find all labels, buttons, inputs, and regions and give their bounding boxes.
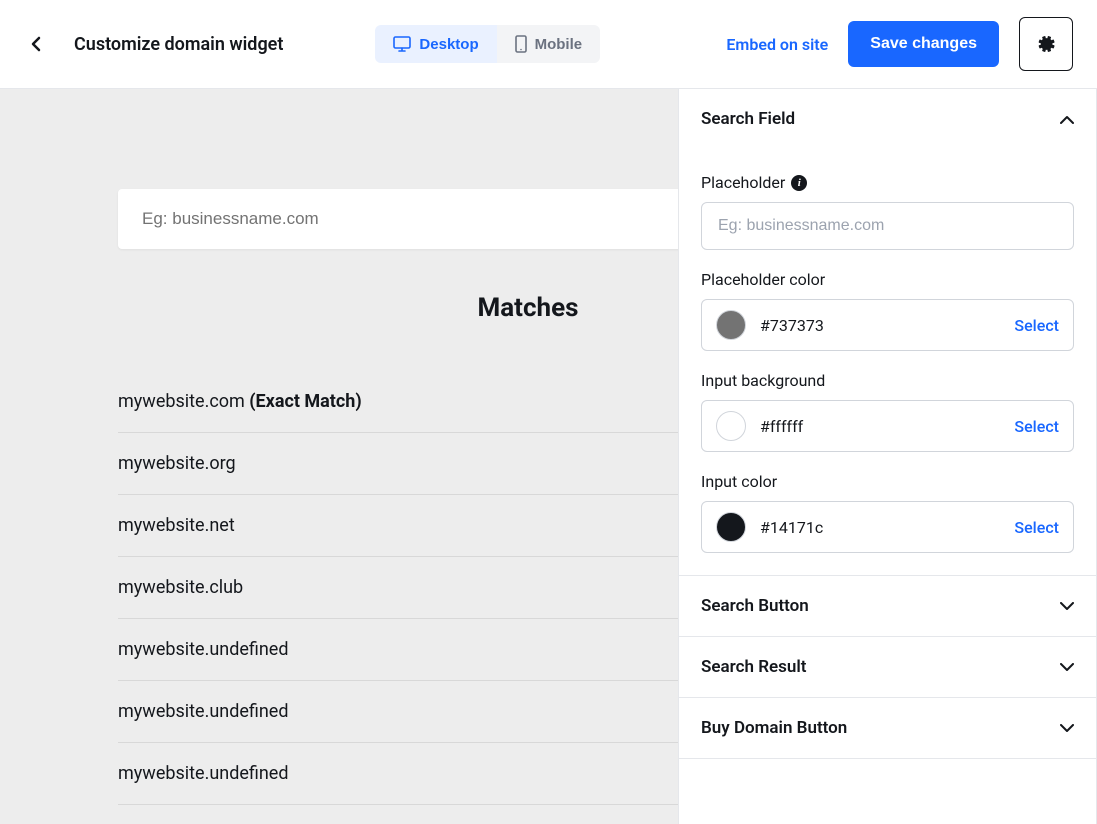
section-search-field-header[interactable]: Search Field <box>679 89 1096 149</box>
input-color-swatch <box>716 512 746 542</box>
chevron-down-icon <box>1060 602 1074 611</box>
embed-link[interactable]: Embed on site <box>726 35 828 54</box>
input-color-select[interactable]: Select <box>1014 518 1059 537</box>
result-row[interactable]: mywebsite.net <box>118 495 679 557</box>
section-buy-domain-header[interactable]: Buy Domain Button <box>679 698 1096 759</box>
preview-search-input[interactable] <box>142 209 679 229</box>
placeholder-input[interactable] <box>701 202 1074 250</box>
section-search-result-title: Search Result <box>701 657 807 677</box>
result-row[interactable]: mywebsite.org <box>118 433 679 495</box>
chevron-left-icon <box>31 36 41 52</box>
save-button[interactable]: Save changes <box>848 21 999 67</box>
placeholder-color-label: Placeholder color <box>701 270 1074 289</box>
info-icon[interactable]: i <box>791 175 807 191</box>
sidebar: Search Field Placeholder i Placeholder c… <box>679 89 1097 824</box>
chevron-up-icon <box>1060 115 1074 124</box>
device-mobile-button[interactable]: Mobile <box>497 25 601 63</box>
section-search-field-body: Placeholder i Placeholder color #737373 … <box>679 149 1096 575</box>
section-search-button-title: Search Button <box>701 596 809 616</box>
input-color-label: Input color <box>701 472 1074 491</box>
page-title: Customize domain widget <box>74 34 283 55</box>
preview-panel: Matches mywebsite.com (Exact Match)myweb… <box>0 89 679 824</box>
matches-heading: Matches <box>118 293 679 323</box>
result-domain: mywebsite.undefined <box>118 701 289 722</box>
section-search-button-header[interactable]: Search Button <box>679 575 1096 637</box>
device-desktop-label: Desktop <box>419 36 478 53</box>
result-domain: mywebsite.club <box>118 577 243 598</box>
result-domain: mywebsite.undefined <box>118 763 289 784</box>
result-row[interactable]: mywebsite.undefined <box>118 743 679 805</box>
placeholder-label: Placeholder i <box>701 173 1074 192</box>
result-domain: mywebsite.org <box>118 453 236 474</box>
input-bg-select[interactable]: Select <box>1014 417 1059 436</box>
placeholder-color-swatch <box>716 310 746 340</box>
settings-button[interactable] <box>1019 17 1073 71</box>
chevron-down-icon <box>1060 663 1074 672</box>
preview-search-box <box>118 189 679 249</box>
section-buy-domain-title: Buy Domain Button <box>701 718 847 738</box>
device-toggle: Desktop Mobile <box>375 25 600 63</box>
results-list: mywebsite.com (Exact Match) mywebsite.org… <box>118 371 679 805</box>
placeholder-color-value: #737373 <box>760 316 1000 335</box>
preview-inner: Matches mywebsite.com (Exact Match)myweb… <box>118 189 679 805</box>
header: Customize domain widget Desktop Mobile E… <box>0 0 1097 89</box>
device-desktop-button[interactable]: Desktop <box>375 25 496 63</box>
result-row[interactable]: mywebsite.club <box>118 557 679 619</box>
back-button[interactable] <box>24 32 48 56</box>
exact-match-badge: (Exact Match) <box>249 391 361 412</box>
placeholder-label-text: Placeholder <box>701 173 785 192</box>
gear-icon <box>1036 34 1056 54</box>
result-row[interactable]: mywebsite.com (Exact Match) <box>118 371 679 433</box>
main: Matches mywebsite.com (Exact Match)myweb… <box>0 89 1097 824</box>
input-bg-value: #ffffff <box>760 417 1000 436</box>
section-search-field-title: Search Field <box>701 109 795 129</box>
header-actions: Embed on site Save changes <box>726 17 1073 71</box>
result-row[interactable]: mywebsite.undefined <box>118 619 679 681</box>
desktop-icon <box>393 36 411 52</box>
section-search-result-header[interactable]: Search Result <box>679 637 1096 698</box>
input-bg-label: Input background <box>701 371 1074 390</box>
result-domain: mywebsite.undefined <box>118 639 289 660</box>
result-row[interactable]: mywebsite.undefined <box>118 681 679 743</box>
input-color-value: #14171c <box>760 518 1000 537</box>
input-color-row: #14171c Select <box>701 501 1074 553</box>
input-bg-swatch <box>716 411 746 441</box>
input-bg-row: #ffffff Select <box>701 400 1074 452</box>
device-mobile-label: Mobile <box>535 36 583 53</box>
placeholder-color-row: #737373 Select <box>701 299 1074 351</box>
mobile-icon <box>515 35 527 53</box>
result-domain: mywebsite.net <box>118 515 235 536</box>
result-domain: mywebsite.com <box>118 391 249 412</box>
placeholder-color-select[interactable]: Select <box>1014 316 1059 335</box>
chevron-down-icon <box>1060 724 1074 733</box>
